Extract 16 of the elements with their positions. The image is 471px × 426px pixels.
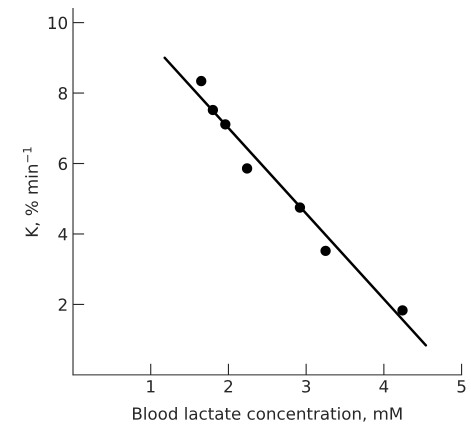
point [397, 305, 408, 316]
x-tick-label: 4 [379, 380, 388, 392]
x-tick-label: 3 [302, 380, 310, 393]
x-tick-label: 5 [458, 380, 466, 393]
y-tick-label: 8 [58, 87, 68, 100]
point [196, 76, 206, 86]
y-tick-label: 4 [58, 228, 68, 240]
y-axis-title: K, % min$^{−1}$ [22, 147, 40, 236]
x-tick-label: 1 [147, 380, 154, 392]
x-axis-title: Blood lactate concentration, mM [133, 406, 402, 422]
point [242, 163, 252, 174]
point [320, 246, 331, 256]
y-tick-label: 10 [48, 16, 68, 30]
y-tick-label: 2 [58, 298, 66, 311]
y-tick-label: 6 [58, 157, 68, 170]
x-tick-label: 2 [224, 380, 232, 392]
